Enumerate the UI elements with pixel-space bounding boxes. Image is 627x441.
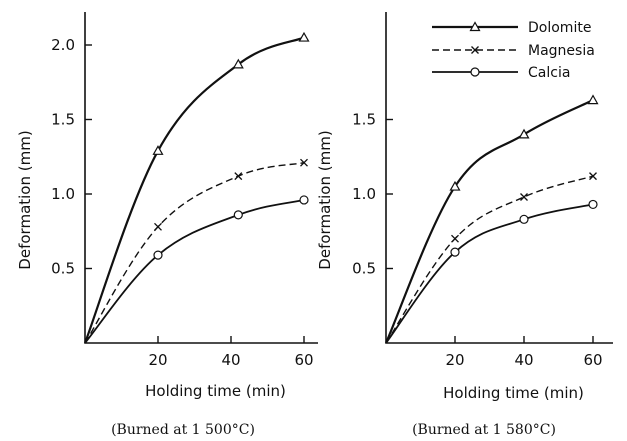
x-tick-label: 60: [294, 351, 313, 369]
legend-label-magnesia: Magnesia: [528, 43, 595, 59]
point-magnesia-marker: [451, 234, 459, 243]
chart-caption: (Burned at 1 500°C): [111, 422, 255, 438]
legend: Dolomite Magnesia Calcia: [432, 20, 595, 81]
point-dolomite-marker: [449, 180, 461, 191]
point-magnesia-marker: [589, 172, 597, 181]
y-axis-label: Deformation (mm): [16, 130, 34, 269]
point-dolomite-marker: [587, 94, 599, 105]
x-tick-label: 40: [514, 351, 533, 369]
y-tick-label: 1.0: [352, 185, 376, 203]
point-calcia-marker: [153, 250, 163, 260]
point-magnesia-marker: [154, 222, 162, 231]
point-calcia-marker: [519, 214, 529, 224]
legend-magnesia-marker: [471, 46, 479, 54]
point-dolomite-marker: [518, 128, 530, 139]
y-tick-label: 1.0: [51, 185, 75, 203]
axes-1: [84, 12, 318, 344]
point-magnesia-marker: [234, 172, 243, 181]
series-magnesia: [84, 158, 308, 344]
series-line-calcia: [385, 203, 594, 344]
y-tick-label: 1.5: [352, 111, 376, 129]
x-tick-label: 20: [445, 351, 464, 369]
y-tick-label: 0.5: [51, 260, 75, 278]
x-axis-label: Holding time (min): [145, 382, 286, 400]
point-magnesia-marker: [300, 158, 308, 167]
point-calcia-marker: [450, 247, 460, 257]
point-magnesia-marker: [520, 193, 528, 201]
y-tick-label: 0.5: [352, 260, 376, 278]
point-calcia-marker: [233, 210, 243, 220]
x-tick-label: 60: [583, 351, 602, 369]
series-line-calcia: [84, 199, 305, 344]
series-dolomite: [384, 94, 599, 344]
series-line-magnesia: [84, 162, 305, 344]
series-magnesia: [385, 172, 597, 344]
point-calcia-marker: [588, 199, 598, 210]
chart-panel-2: 20 40 60 0.5 1.0 1.5 Holding time (min) Deforma…: [316, 12, 613, 438]
chart-panel-1: 20 40 60 0.5 1.0 1.5 2.0 Holding time (min) Defo…: [16, 12, 318, 438]
y-axis-label: Deformation (mm): [316, 130, 334, 269]
chart-caption: (Burned at 1 580°C): [412, 422, 556, 438]
legend-label-dolomite: Dolomite: [528, 20, 591, 36]
x-axis-label: Holding time (min): [443, 384, 584, 402]
point-calcia-marker: [299, 195, 309, 205]
legend-calcia-marker: [470, 67, 480, 77]
y-tick-label: 1.5: [51, 111, 75, 129]
series-dolomite: [83, 31, 310, 344]
point-dolomite-marker: [232, 58, 244, 69]
legend-dolomite-marker: [469, 21, 481, 32]
x-tick-label: 20: [148, 351, 167, 369]
series-calcia: [84, 195, 309, 344]
point-dolomite-marker: [152, 145, 164, 155]
legend-label-calcia: Calcia: [528, 65, 570, 81]
x-tick-label: 40: [221, 351, 240, 369]
series-line-dolomite: [83, 36, 305, 344]
series-line-dolomite: [384, 99, 594, 344]
y-tick-label: 2.0: [51, 36, 75, 54]
point-dolomite-marker: [298, 31, 310, 42]
series-calcia: [385, 199, 598, 344]
series-line-magnesia: [385, 175, 594, 344]
